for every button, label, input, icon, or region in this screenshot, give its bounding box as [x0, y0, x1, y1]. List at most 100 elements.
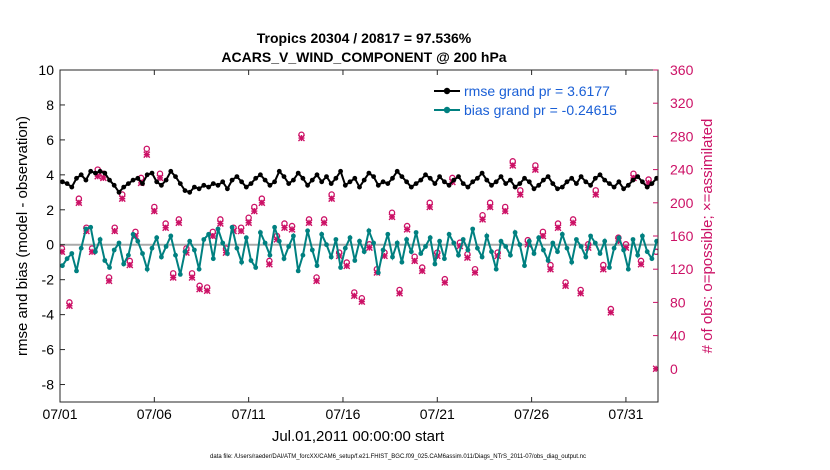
bias-series-point	[541, 247, 546, 253]
obs-assimilated-point	[297, 134, 305, 142]
bias-series-point	[97, 237, 103, 242]
data-file-note: data file: /Users/raeder/DAI/ATM_forcXX/…	[210, 454, 586, 460]
bias-series-point	[300, 252, 306, 258]
rmse-series-point	[60, 179, 65, 185]
rmse-series-point	[673, 181, 678, 186]
bias-series-point	[725, 258, 730, 263]
bias-series-point	[125, 252, 131, 258]
bias-series-point	[588, 233, 593, 239]
rmse-series-point	[749, 179, 754, 184]
bias-series-point	[536, 235, 542, 241]
bias-series-point	[758, 262, 763, 267]
rmse-series-point	[805, 181, 810, 186]
bias-series-point	[611, 245, 617, 251]
rmse-series-point	[678, 178, 683, 183]
obs-assimilated-point	[577, 289, 585, 297]
rmse-series-point	[272, 179, 277, 185]
bias-series-point	[88, 224, 94, 230]
rmse-series-point	[357, 184, 362, 190]
bias-series-point	[375, 270, 381, 276]
bias-series-point	[281, 256, 287, 262]
obs-assimilated-point	[509, 161, 517, 169]
obs-assimilated-point	[105, 277, 113, 285]
obs-assimilated-point	[162, 224, 170, 232]
rmse-series-point	[342, 182, 348, 188]
y-tick-label: -6	[42, 342, 55, 358]
y2-tick-label: 280	[670, 128, 694, 144]
rmse-series-point	[291, 177, 296, 183]
obs-assimilated-point	[245, 219, 253, 227]
rmse-series-point	[720, 169, 725, 174]
obs-assimilated-point	[486, 203, 494, 211]
rmse-series-point	[187, 189, 193, 195]
bias-series-point	[625, 266, 631, 272]
bias-series-point	[116, 240, 122, 246]
obs-assimilated-point	[396, 289, 404, 297]
legend: rmse grand pr = 3.6177 bias grand pr = -…	[429, 79, 649, 121]
rmse-series-point	[97, 168, 103, 174]
bias-series-point	[248, 258, 254, 263]
rmse-series-point	[493, 179, 499, 185]
bias-series-point	[744, 265, 749, 270]
bias-series-point	[394, 240, 400, 246]
bias-series-point	[192, 247, 197, 253]
bias-series-point	[173, 252, 178, 258]
bias-series-point	[531, 251, 537, 256]
obs-assimilated-point	[441, 278, 449, 286]
rmse-series-point	[305, 182, 310, 188]
bias-series-point	[107, 265, 112, 270]
y2-tick-label: 360	[670, 62, 694, 78]
obs-assimilated-point	[169, 274, 177, 281]
rmse-series-point	[730, 181, 735, 186]
obs-assimilated-point	[175, 219, 183, 227]
rmse-series-point	[819, 185, 824, 190]
bias-series-point	[324, 242, 329, 248]
bias-series-point	[272, 224, 277, 230]
bias-series-point	[777, 248, 782, 253]
y-axis-label: rmse and bias (model - observation)	[14, 116, 31, 356]
rmse-series-point	[640, 179, 645, 185]
bias-series-point	[550, 240, 556, 246]
rmse-series-point	[149, 170, 155, 176]
bias-series-point	[635, 252, 641, 258]
bias-series-point	[673, 246, 678, 251]
obs-assimilated-point	[592, 191, 600, 198]
rmse-series-point	[111, 182, 117, 188]
rmse-series-point	[135, 175, 141, 181]
bias-series-point	[810, 241, 815, 246]
bias-series-point	[782, 260, 787, 265]
bias-series-point	[432, 261, 438, 267]
rmse-series-point	[597, 172, 603, 178]
rmse-series-point	[734, 178, 739, 183]
bias-series-point	[215, 226, 221, 232]
rmse-series-point	[371, 174, 376, 180]
rmse-series-point	[644, 184, 650, 190]
rmse-series-point	[144, 172, 150, 178]
rmse-series-point	[758, 178, 763, 183]
rmse-series-point	[253, 175, 259, 181]
rmse-series-point	[782, 179, 787, 184]
bias-series-point	[418, 251, 424, 256]
bias-series-point	[140, 251, 145, 256]
rmse-series-point	[361, 177, 367, 183]
bias-series-point	[484, 233, 490, 239]
x-tick-label: 07/26	[514, 406, 549, 422]
rmse-series-point	[201, 182, 207, 188]
rmse-series-point	[578, 174, 584, 180]
bias-series-point	[819, 235, 824, 240]
rmse-series-point	[559, 184, 565, 190]
rmse-series-point	[394, 168, 400, 174]
bias-series-point	[83, 226, 89, 232]
bias-series-point	[408, 249, 414, 255]
y2-tick-label: 120	[670, 261, 694, 277]
rmse-series-point	[753, 183, 758, 188]
rmse-series-point	[182, 188, 188, 194]
bias-series-point	[276, 238, 282, 244]
y-tick-label: 0	[46, 237, 54, 253]
rmse-series-point	[116, 189, 122, 195]
bias-series-point	[602, 238, 608, 244]
bias-series-point	[225, 251, 230, 256]
bias-series-point	[512, 230, 518, 235]
rmse-series-point	[130, 177, 136, 183]
